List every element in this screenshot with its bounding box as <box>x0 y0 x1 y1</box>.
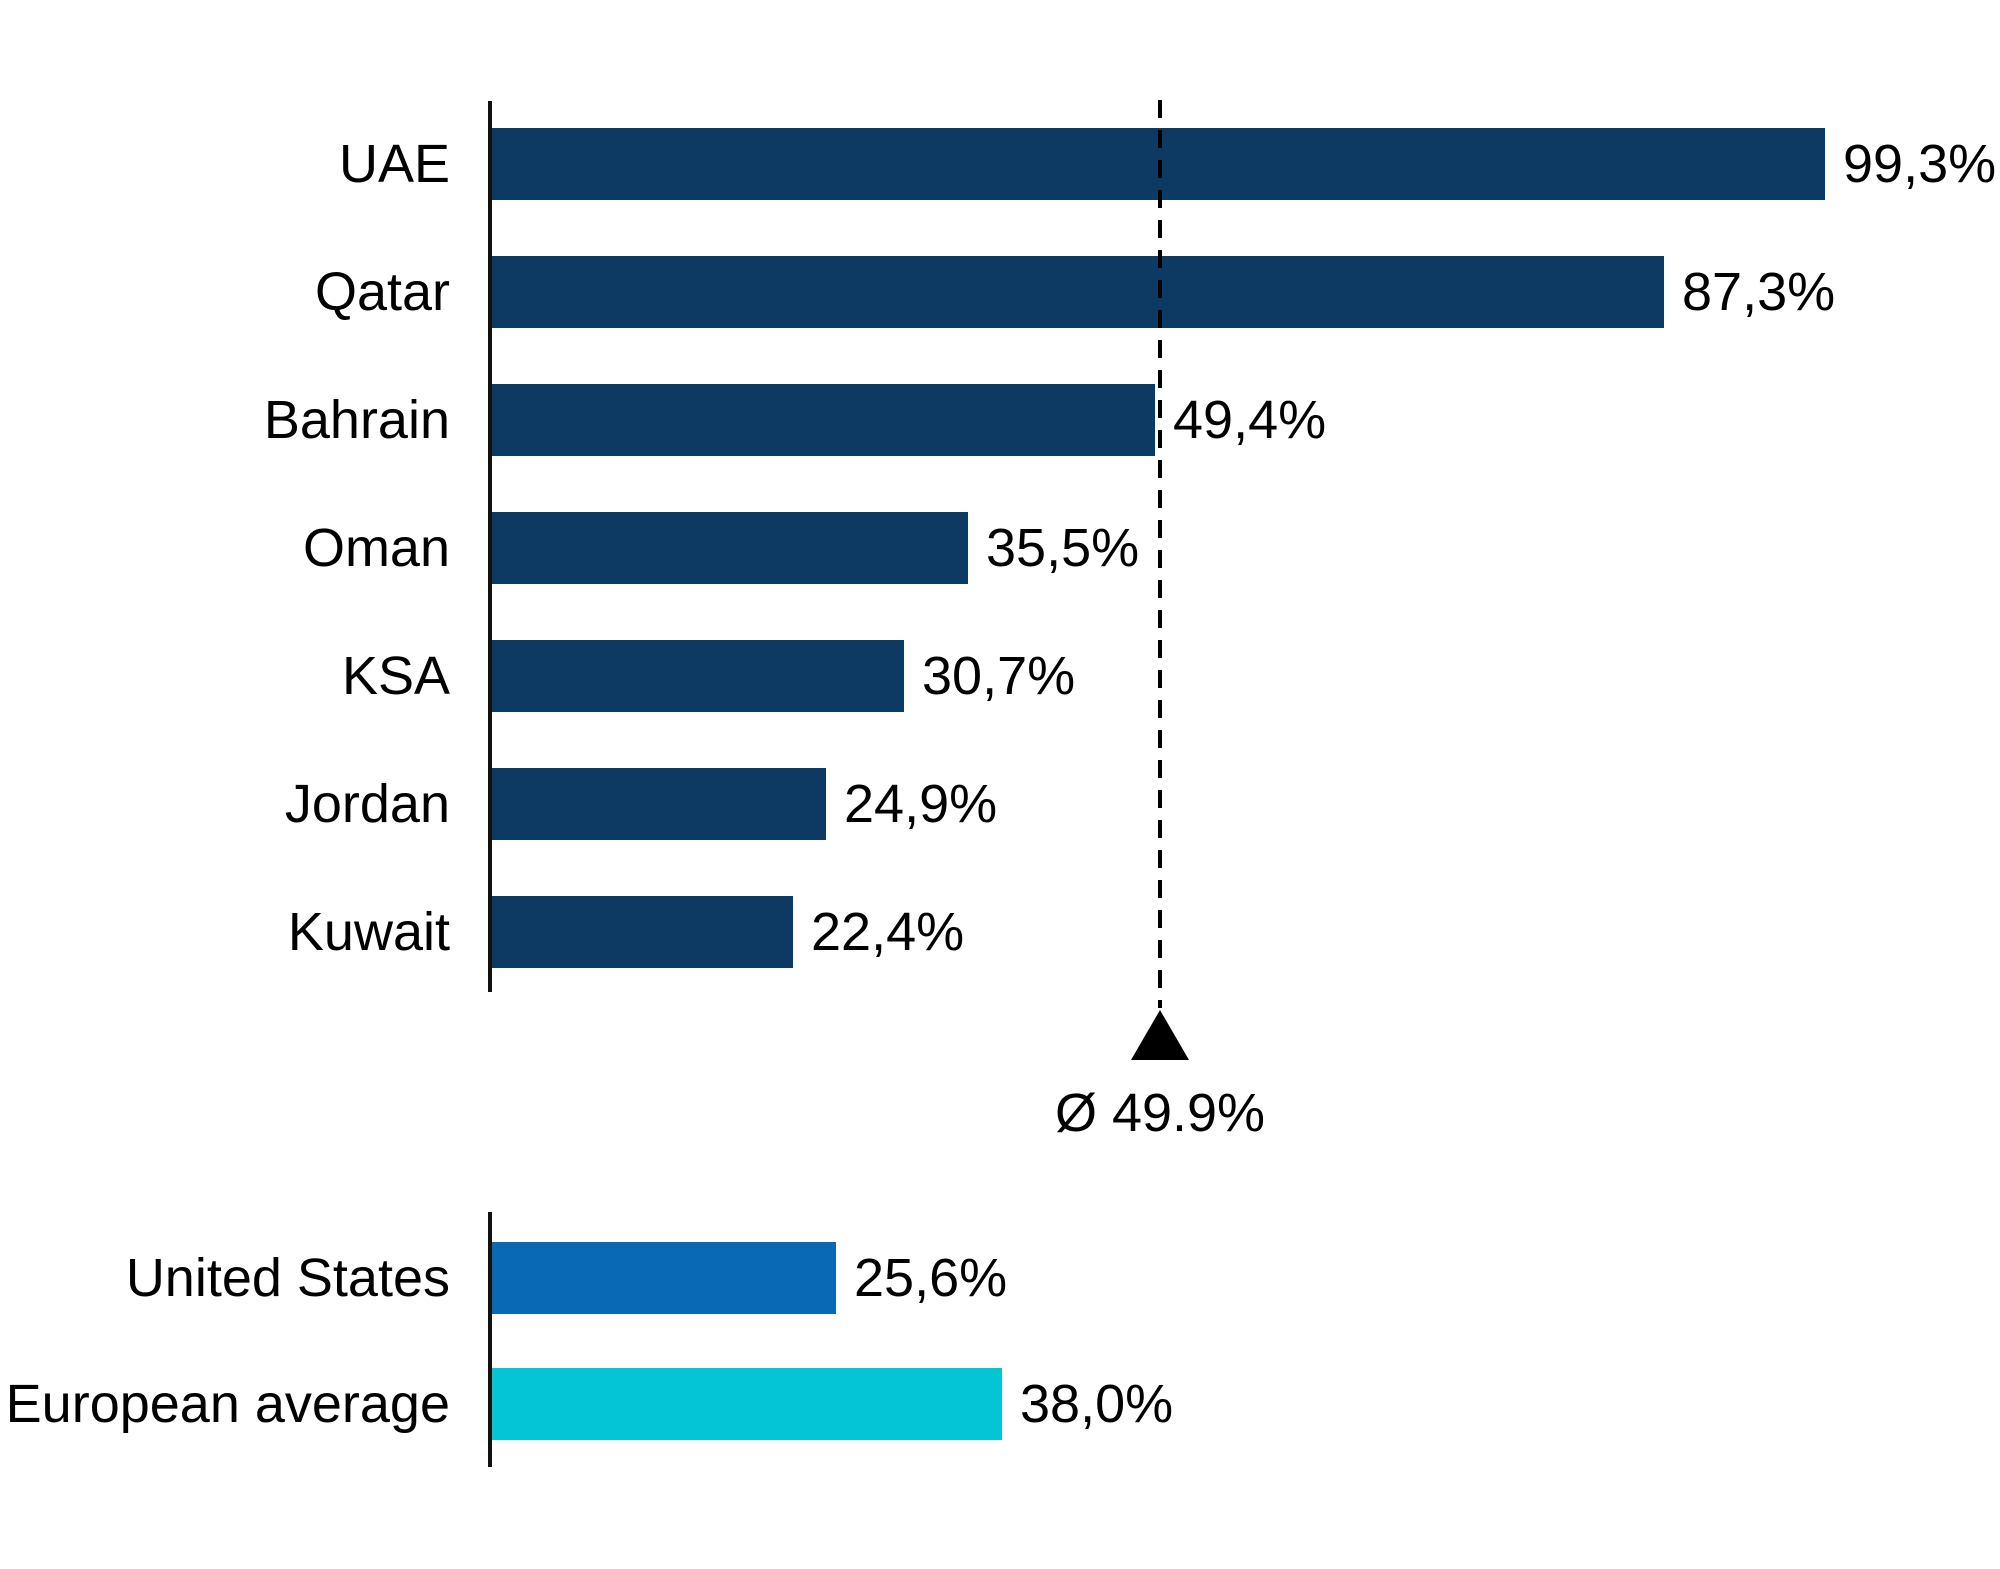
bar-row-bahrain: Bahrain 49,4% <box>0 384 2000 456</box>
top-chart-baseline-axis <box>488 101 492 992</box>
bar-row-oman: Oman 35,5% <box>0 512 2000 584</box>
category-label-european-average: European average <box>5 1374 450 1434</box>
value-label-qatar: 87,3% <box>1682 262 1836 322</box>
bar-european-average <box>492 1368 1002 1440</box>
category-label-jordan: Jordan <box>284 774 450 834</box>
category-label-bahrain: Bahrain <box>263 390 450 450</box>
value-label-oman: 35,5% <box>986 518 1140 578</box>
bar-oman <box>492 512 968 584</box>
category-label-ksa: KSA <box>341 646 450 706</box>
bar-jordan <box>492 768 826 840</box>
bar-row-united-states: United States 25,6% <box>0 1242 2000 1314</box>
bar-united-states <box>492 1242 836 1314</box>
bar-bahrain <box>492 384 1155 456</box>
bottom-chart-baseline-axis <box>488 1212 492 1467</box>
value-label-uae: 99,3% <box>1843 134 1997 194</box>
category-label-oman: Oman <box>302 518 450 578</box>
category-label-united-states: United States <box>125 1248 450 1308</box>
average-triangle-marker-icon <box>1131 1010 1189 1060</box>
bar-kuwait <box>492 896 793 968</box>
bar-row-uae: UAE 99,3% <box>0 128 2000 200</box>
value-label-bahrain: 49,4% <box>1173 390 1327 450</box>
value-label-jordan: 24,9% <box>844 774 998 834</box>
bar-row-european-average: European average 38,0% <box>0 1368 2000 1440</box>
bar-row-jordan: Jordan 24,9% <box>0 768 2000 840</box>
value-label-european-average: 38,0% <box>1020 1374 1174 1434</box>
category-label-uae: UAE <box>338 134 450 194</box>
value-label-united-states: 25,6% <box>854 1248 1008 1308</box>
value-label-kuwait: 22,4% <box>811 902 965 962</box>
value-label-ksa: 30,7% <box>922 646 1076 706</box>
bar-row-ksa: KSA 30,7% <box>0 640 2000 712</box>
bar-row-kuwait: Kuwait 22,4% <box>0 896 2000 968</box>
category-label-kuwait: Kuwait <box>287 902 450 962</box>
bar-ksa <box>492 640 904 712</box>
category-label-qatar: Qatar <box>314 262 450 322</box>
bar-row-qatar: Qatar 87,3% <box>0 256 2000 328</box>
bar-qatar <box>492 256 1664 328</box>
average-dashed-line <box>1158 100 1162 1008</box>
average-value-label: Ø 49.9% <box>1054 1083 1266 1143</box>
